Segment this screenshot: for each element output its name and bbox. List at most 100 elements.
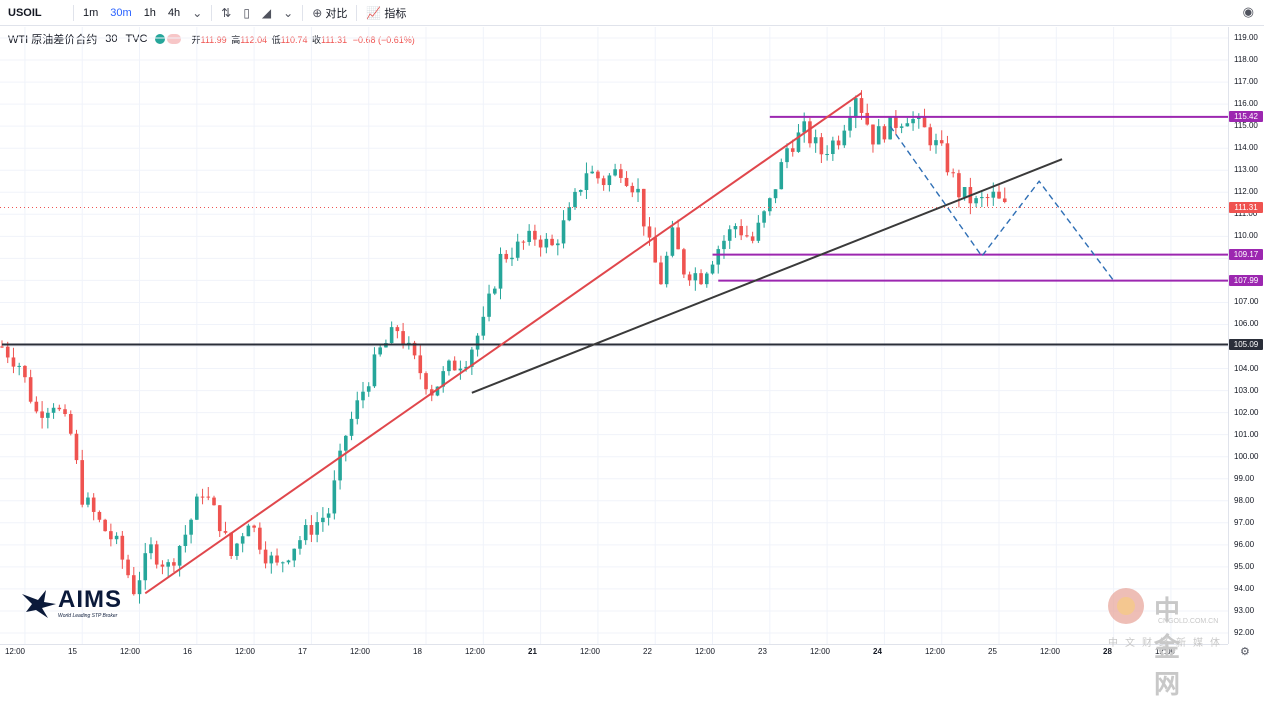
candle-body — [195, 496, 199, 520]
candle-body — [286, 560, 291, 563]
candle-body — [378, 347, 382, 355]
time-tick-label: 25 — [988, 647, 997, 656]
candle-body — [962, 187, 967, 198]
time-tick-label: 12:00 — [924, 647, 946, 656]
candle-body — [326, 513, 331, 518]
candle-body — [23, 365, 27, 378]
time-tick-label: 15 — [68, 647, 77, 656]
open-label: 开 — [191, 34, 201, 45]
time-tick-label: 12:00 — [694, 647, 716, 656]
candle-body — [389, 327, 394, 344]
price-level-label: 105.09 — [1229, 339, 1263, 351]
candle-body — [189, 519, 193, 535]
indicators-button[interactable]: 📈 指标 — [360, 5, 412, 21]
candle-body — [131, 575, 136, 595]
candle-body — [853, 98, 858, 118]
bar-style-icon[interactable]: ⇅ — [221, 5, 232, 20]
candle-body — [556, 243, 560, 246]
candle-body — [928, 127, 933, 146]
candle-body — [974, 198, 978, 204]
price-tick-label: 106.00 — [1234, 319, 1259, 329]
candle-body — [779, 162, 784, 190]
logo-tagline: World Leading STP Broker — [58, 612, 118, 619]
candle-body — [34, 401, 39, 412]
time-tick-label: 16 — [183, 647, 192, 656]
price-tick-label: 110.00 — [1234, 231, 1258, 241]
candle-body — [739, 226, 743, 236]
chevron-down-icon[interactable]: ⌄ — [192, 5, 203, 20]
candle-body — [876, 126, 881, 145]
camera-icon[interactable]: ◉ — [1242, 4, 1254, 19]
price-tick-label: 93.00 — [1234, 605, 1255, 615]
time-tick-label: 12:00 — [1154, 647, 1176, 656]
candle-body — [601, 178, 606, 186]
low-value: 110.74 — [280, 34, 308, 45]
candle-body — [63, 409, 67, 415]
interval-4h[interactable]: 4h — [167, 6, 181, 19]
candle-body — [997, 191, 1001, 199]
candle-body — [533, 230, 537, 240]
candle-body — [321, 517, 325, 523]
candle-body — [859, 98, 864, 113]
legend-source: TVC — [125, 33, 148, 45]
candle-body — [68, 414, 73, 434]
interval-1h[interactable]: 1h — [143, 6, 156, 19]
candle-body — [710, 264, 715, 274]
symbol-search[interactable]: USOIL — [8, 6, 42, 19]
indicators-label: 指标 — [384, 7, 407, 20]
divider — [73, 4, 74, 21]
time-axis[interactable] — [0, 644, 1228, 661]
gear-icon[interactable]: ⚙ — [1240, 646, 1250, 658]
candle-style-icon[interactable]: ▯ — [243, 5, 250, 20]
candle-body — [521, 241, 526, 243]
interval-1m[interactable]: 1m — [83, 6, 99, 19]
chevron-down-icon[interactable]: ⌄ — [283, 5, 294, 20]
watermark-sub: 中文财经新媒体 — [1108, 638, 1227, 649]
time-tick-label: 28 — [1103, 647, 1112, 656]
price-level-label: 107.99 — [1229, 275, 1263, 287]
candle-body — [114, 535, 119, 540]
compare-label: 对比 — [325, 7, 348, 20]
time-tick-label: 21 — [528, 647, 537, 656]
time-tick-label: 12:00 — [1039, 647, 1061, 656]
candle-body — [527, 230, 531, 242]
candle-body — [722, 240, 726, 250]
candle-body — [727, 229, 732, 241]
candle-body — [980, 197, 984, 199]
candle-body — [212, 497, 216, 506]
area-style-icon[interactable]: ◢ — [261, 5, 272, 20]
candle-body — [596, 171, 600, 179]
compare-button[interactable]: ⊕ 对比 — [306, 5, 353, 21]
candle-body — [607, 175, 612, 186]
time-tick-label: 12:00 — [234, 647, 256, 656]
candle-body — [790, 148, 795, 152]
candle-body — [630, 185, 635, 193]
indicators-icon: 📈 — [366, 5, 382, 20]
time-tick-label: 24 — [873, 647, 882, 656]
price-tick-label: 118.00 — [1234, 55, 1258, 65]
time-tick-label: 12:00 — [349, 647, 371, 656]
candle-body — [183, 534, 188, 547]
candle-body — [836, 140, 841, 146]
candle-body — [991, 191, 996, 198]
divider — [211, 4, 213, 21]
candle-body — [773, 189, 778, 199]
candle-body — [418, 355, 423, 374]
interval-30m[interactable]: 30m — [110, 6, 132, 19]
candle-body — [567, 207, 572, 221]
aims-logo: AIMS World Leading STP Broker — [20, 586, 122, 620]
candle-body — [172, 562, 176, 566]
candle-body — [395, 327, 400, 332]
candle-body — [733, 226, 738, 230]
candle-body — [492, 288, 497, 294]
candle-body — [894, 116, 898, 128]
candle-body — [80, 460, 85, 505]
candle-body — [590, 171, 594, 174]
price-axis[interactable] — [1228, 27, 1264, 644]
candle-body — [578, 190, 583, 192]
divider — [356, 4, 358, 21]
price-tick-label: 101.00 — [1234, 429, 1259, 439]
candle-body — [160, 564, 165, 567]
price-chart[interactable] — [0, 27, 1228, 644]
candle-body — [11, 357, 16, 367]
